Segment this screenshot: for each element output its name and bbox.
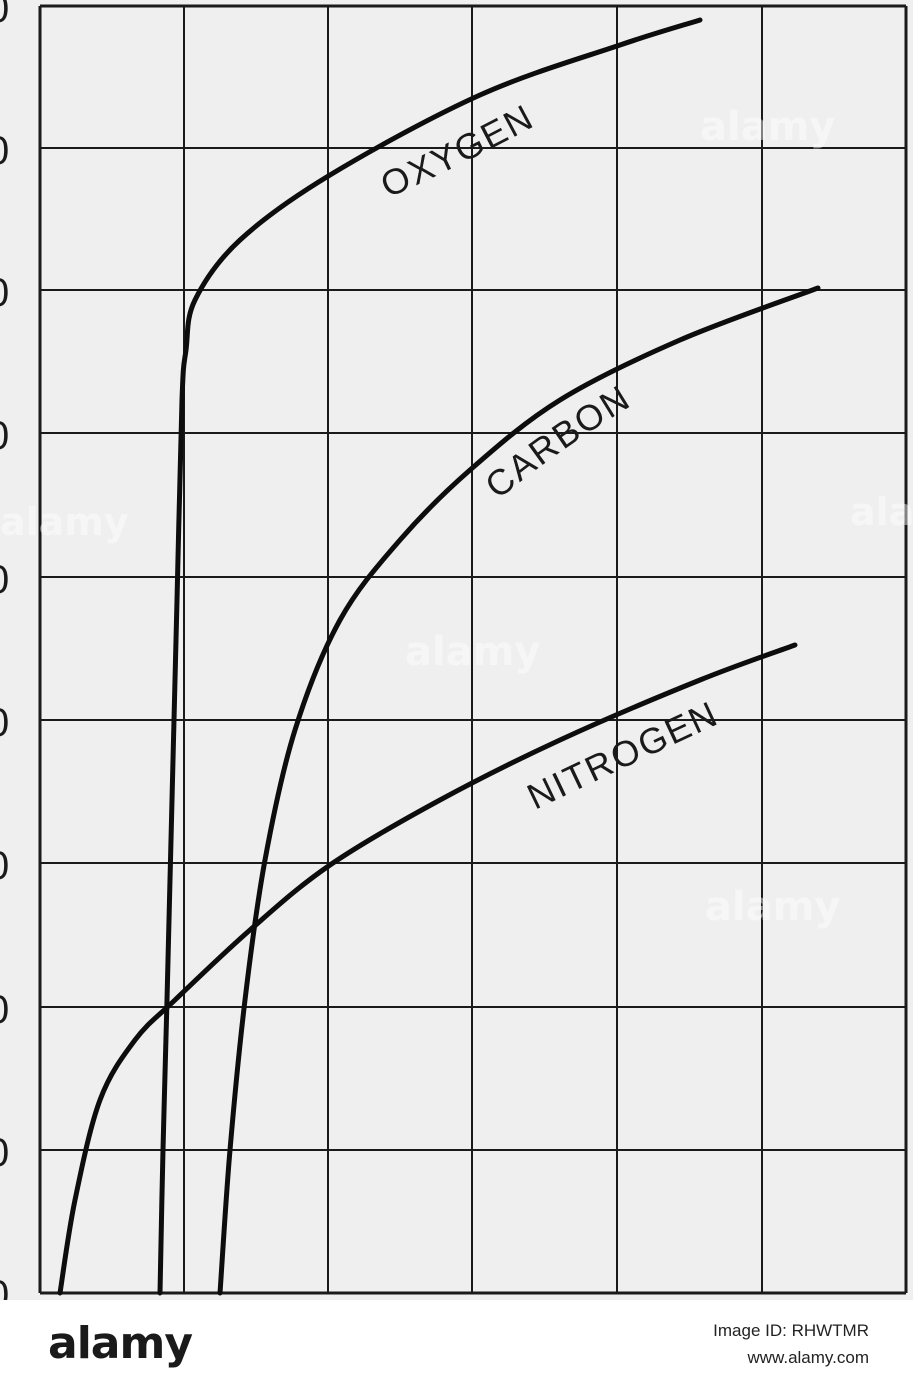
grid [38,4,908,1295]
watermark: alamy [700,104,835,150]
watermark: alamy [0,500,129,544]
series-line-carbon [217,285,821,1296]
y-tick-label: 0 [0,988,9,1032]
watermarks: alamy alamy alamy alamy alamy [0,104,913,930]
footer-url: www.alamy.com [747,1348,869,1367]
image-id-text: Image ID: RHWTMR [713,1321,869,1340]
y-tick-label: 0 [0,414,9,458]
watermark: alamy [405,629,540,675]
series-line-nitrogen [57,642,798,1296]
y-tick-label: 0 [0,129,9,173]
watermark: alamy [850,490,913,534]
y-tick-label: 0 [0,271,9,315]
y-tick-label: 0 [0,1273,9,1300]
y-tick-label: 0 [0,1131,9,1175]
y-tick-label: 0 [0,558,9,602]
watermark: alamy [705,884,840,930]
y-tick-label: 0 [0,0,9,31]
footer [0,1300,913,1390]
y-tick-label: 0 [0,701,9,745]
series-label-oxygen: OXYGEN [374,96,540,206]
series-line-oxygen [157,17,703,1296]
y-tick-labels: 0 0 0 0 0 0 0 0 0 0 [0,0,9,1300]
alamy-logo: alamy [48,1318,193,1369]
series-group [57,17,821,1296]
y-tick-label: 0 [0,844,9,888]
